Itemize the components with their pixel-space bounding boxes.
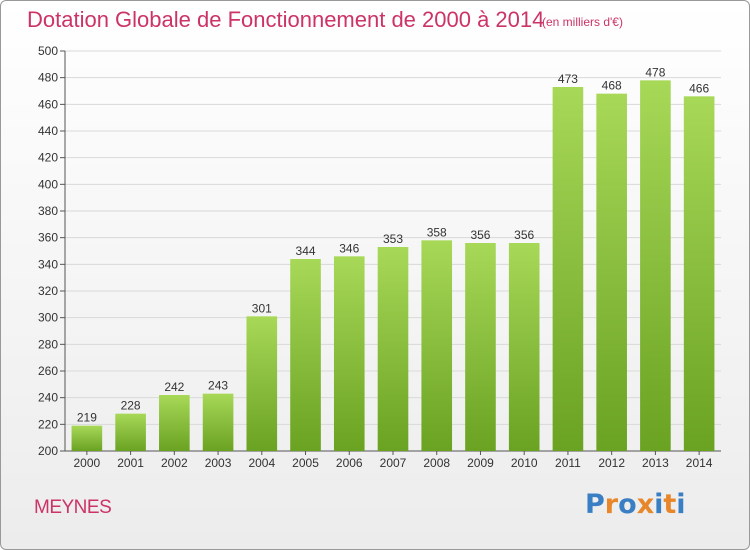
bar [115, 413, 146, 451]
y-tick-label: 480 [38, 71, 58, 85]
x-tick-label: 2006 [336, 456, 363, 470]
chart-title: Dotation Globale de Fonctionnement de 20… [27, 7, 545, 32]
logo-letter: r [604, 489, 619, 520]
bar [596, 93, 627, 452]
bar [290, 259, 321, 451]
bar [421, 240, 453, 451]
bar [640, 80, 671, 451]
data-label: 243 [208, 379, 228, 393]
x-tick-label: 2011 [555, 456, 581, 470]
data-label: 466 [689, 81, 709, 95]
logo-letter: o [618, 489, 637, 520]
logo-letter: t [663, 489, 677, 520]
data-label: 356 [514, 228, 534, 242]
proxiti-logo: Proxiti [585, 489, 686, 520]
data-label: 358 [427, 225, 447, 239]
data-label: 473 [558, 72, 578, 86]
y-tick-label: 220 [38, 417, 58, 431]
y-tick-label: 320 [38, 284, 58, 298]
bar [508, 243, 540, 451]
x-tick-label: 2005 [292, 456, 319, 470]
bar [71, 425, 103, 451]
y-tick-label: 500 [38, 44, 58, 58]
data-label: 356 [470, 228, 490, 242]
y-tick-label: 380 [38, 204, 58, 218]
data-label: 242 [164, 380, 184, 394]
y-tick-label: 440 [38, 124, 58, 138]
commune-name: MEYNES [34, 497, 112, 518]
data-label: 468 [602, 79, 622, 93]
logo-letter: i [676, 489, 686, 520]
data-label: 344 [296, 244, 316, 258]
logo-letter: i [654, 489, 664, 520]
x-tick-label: 2012 [598, 456, 625, 470]
data-label: 478 [645, 65, 665, 79]
x-tick-label: 2004 [248, 456, 275, 470]
y-tick-label: 200 [38, 444, 58, 458]
y-tick-label: 420 [38, 151, 58, 165]
bar [377, 247, 409, 451]
data-label: 353 [383, 232, 403, 246]
chart-unit: (en milliers d'€) [542, 15, 623, 29]
y-tick-label: 240 [38, 391, 58, 405]
x-tick-label: 2009 [467, 456, 494, 470]
x-tick-label: 2013 [642, 456, 669, 470]
bar [333, 256, 365, 451]
data-label: 219 [77, 411, 97, 425]
data-label: 228 [121, 399, 141, 413]
x-tick-label: 2007 [380, 456, 407, 470]
bar [465, 243, 496, 451]
y-tick-label: 400 [38, 177, 58, 191]
x-tick-label: 2008 [423, 456, 450, 470]
x-tick-label: 2003 [205, 456, 232, 470]
x-tick-label: 2002 [161, 456, 188, 470]
bar [159, 395, 190, 451]
bar [246, 316, 278, 451]
y-tick-label: 280 [38, 337, 58, 351]
bar [683, 96, 715, 451]
y-tick-label: 260 [38, 364, 58, 378]
x-tick-label: 2014 [686, 456, 713, 470]
y-tick-label: 460 [38, 97, 58, 111]
y-tick-label: 300 [38, 311, 58, 325]
bar [202, 393, 234, 451]
x-tick-label: 2010 [511, 456, 538, 470]
bar [552, 87, 584, 451]
x-tick-label: 2000 [74, 456, 101, 470]
data-label: 346 [339, 241, 359, 255]
logo-letter: x [636, 489, 655, 520]
y-tick-label: 340 [38, 257, 58, 271]
x-tick-label: 2001 [117, 456, 144, 470]
y-tick-label: 360 [38, 231, 58, 245]
logo-letter: P [585, 489, 605, 520]
data-label: 301 [252, 301, 272, 315]
